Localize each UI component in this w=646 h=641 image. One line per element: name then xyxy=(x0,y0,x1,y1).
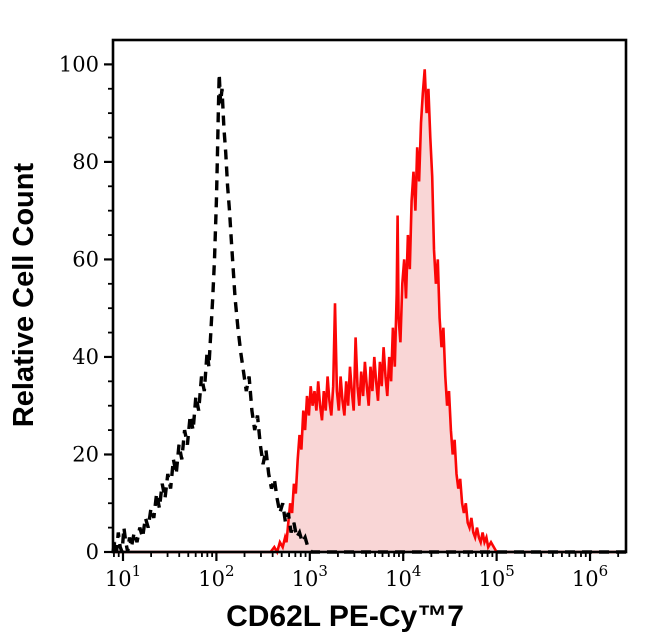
x-tick-label: 106 xyxy=(572,562,608,591)
x-tick-label: 105 xyxy=(478,562,514,591)
y-tick-label: 40 xyxy=(72,345,99,369)
unstained-control-curve xyxy=(111,74,626,554)
x-tick-label: 104 xyxy=(385,562,421,591)
y-tick-label: 80 xyxy=(72,150,99,174)
y-axis-tick-labels: 0 20 40 60 80 100 xyxy=(59,52,99,564)
histogram-series-layer xyxy=(111,69,626,556)
y-tick-label: 60 xyxy=(72,247,99,271)
CD62L-PE-Cy7-stained-fill xyxy=(113,69,626,553)
CD62L-PE-Cy7-stained-curve xyxy=(113,69,626,556)
y-tick-label: 0 xyxy=(86,540,99,564)
x-tick-label: 101 xyxy=(105,562,141,591)
y-axis-ticks xyxy=(104,63,113,554)
y-tick-label: 20 xyxy=(72,442,99,466)
x-tick-label: 103 xyxy=(292,562,328,591)
x-axis-ticks xyxy=(113,552,620,561)
plot-border-box xyxy=(111,38,628,554)
x-tick-label: 102 xyxy=(198,562,234,591)
y-tick-label: 100 xyxy=(59,52,99,76)
y-axis-title: Relative Cell Count xyxy=(8,163,40,428)
x-axis-tick-labels: 101 102 103 104 105 106 xyxy=(105,562,608,591)
x-axis-title: CD62L PE-Cy™7 xyxy=(226,600,464,633)
